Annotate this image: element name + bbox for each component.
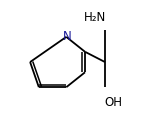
Text: OH: OH: [105, 96, 123, 109]
Text: H₂N: H₂N: [84, 11, 106, 24]
Text: N: N: [63, 30, 72, 43]
